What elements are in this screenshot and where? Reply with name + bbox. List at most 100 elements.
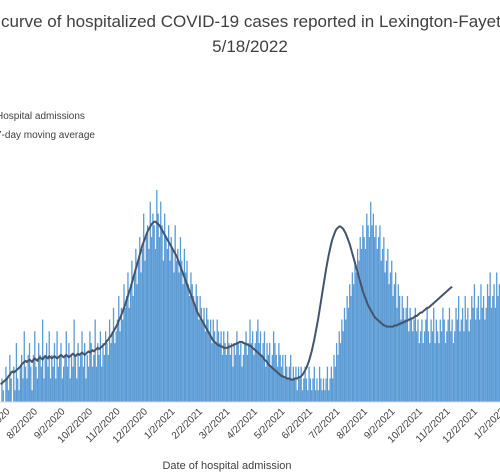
admission-bar	[21, 354, 23, 402]
admission-bar	[332, 378, 334, 402]
admission-bar	[346, 296, 348, 402]
admission-bar	[152, 213, 154, 402]
admission-bar	[220, 331, 222, 402]
admission-bar	[77, 343, 79, 402]
admission-bar	[433, 307, 435, 402]
admission-bar	[410, 319, 413, 402]
admission-bar	[443, 319, 445, 402]
admission-bar	[108, 319, 111, 402]
admission-bar	[179, 237, 182, 402]
admission-bar	[356, 248, 359, 402]
admission-bar	[217, 331, 220, 402]
admission-bar	[106, 343, 108, 402]
admission-bar	[325, 378, 327, 402]
admission-bar	[372, 213, 375, 402]
admission-bar	[481, 307, 483, 402]
admission-bar	[467, 307, 469, 402]
admission-bar	[238, 354, 241, 402]
admission-bar	[459, 331, 461, 402]
admission-bar	[419, 331, 422, 402]
admission-bar	[498, 284, 500, 402]
admission-bar	[140, 272, 142, 402]
admission-bar	[396, 307, 398, 402]
admission-bar	[104, 331, 107, 402]
admission-bar	[52, 366, 54, 402]
admission-bar	[51, 354, 53, 402]
admission-bar	[60, 343, 62, 402]
admission-bar	[492, 296, 494, 402]
admission-bar	[24, 366, 27, 402]
admission-bar	[242, 354, 245, 402]
admission-bar	[392, 296, 394, 402]
admission-bar	[39, 354, 41, 402]
admission-bar	[280, 366, 283, 402]
admission-bar	[102, 343, 104, 402]
admission-bar	[148, 248, 150, 402]
admission-bar	[65, 331, 67, 402]
admission-bar	[496, 272, 498, 402]
admission-bar	[14, 390, 16, 402]
admission-bar	[416, 331, 418, 402]
admission-bar	[28, 343, 31, 402]
admission-bar	[414, 307, 417, 402]
admission-bar	[259, 331, 262, 402]
admission-bar	[200, 307, 203, 402]
admission-bar	[245, 331, 247, 402]
admission-bar	[34, 331, 36, 402]
admission-bar	[123, 284, 125, 402]
admission-bar	[125, 296, 128, 402]
admission-bar	[353, 284, 355, 402]
admission-bar	[334, 366, 336, 402]
admission-bar	[244, 343, 246, 402]
admission-bar	[170, 237, 172, 402]
admission-bar	[164, 213, 166, 402]
admission-bar	[437, 331, 439, 402]
admission-bar	[333, 354, 335, 402]
admission-bar	[241, 366, 243, 402]
admission-bar	[139, 237, 141, 402]
admission-bar	[93, 354, 95, 402]
admission-bar	[76, 378, 78, 402]
admission-bar	[297, 366, 300, 402]
admission-bar	[345, 319, 347, 402]
legend-label-hospital-admissions: Hospital admissions	[0, 111, 85, 122]
admission-bar	[355, 272, 357, 402]
admission-bar	[69, 378, 71, 402]
admission-bar	[350, 296, 352, 402]
admission-bar	[380, 260, 382, 402]
admission-bar	[311, 390, 313, 402]
admission-bar	[292, 366, 294, 402]
admission-bar	[384, 272, 386, 402]
admission-bar	[442, 307, 444, 402]
admission-bar	[251, 331, 254, 402]
admission-bar	[209, 319, 212, 402]
admission-bar	[328, 390, 330, 402]
admission-bar	[167, 225, 170, 402]
admission-bar	[397, 284, 399, 402]
admission-bar	[366, 213, 368, 402]
admission-bar	[86, 354, 88, 402]
admission-bar	[137, 260, 140, 402]
admission-bar	[30, 366, 32, 402]
admission-bar	[32, 354, 35, 402]
admission-bar	[131, 260, 133, 402]
admission-bar	[80, 354, 82, 402]
admission-bar	[78, 366, 81, 402]
admission-bar	[146, 225, 149, 402]
admission-bar	[316, 378, 318, 402]
admission-bar	[423, 331, 426, 402]
x-axis-ticks: 7/2/20208/2/20209/2/202010/2/202011/2/20…	[0, 406, 500, 446]
admission-bar	[409, 307, 411, 402]
admission-bar	[299, 378, 301, 402]
admission-bar	[275, 354, 277, 402]
admission-bar	[57, 366, 60, 402]
admission-bar	[207, 319, 209, 402]
admission-bar	[270, 366, 272, 402]
admission-bar	[73, 319, 75, 402]
admission-bar	[347, 307, 350, 402]
admission-bar	[320, 378, 322, 402]
admission-bar	[335, 343, 338, 402]
admission-bar	[452, 343, 455, 402]
admission-bar	[188, 296, 191, 402]
admission-bar	[440, 331, 443, 402]
